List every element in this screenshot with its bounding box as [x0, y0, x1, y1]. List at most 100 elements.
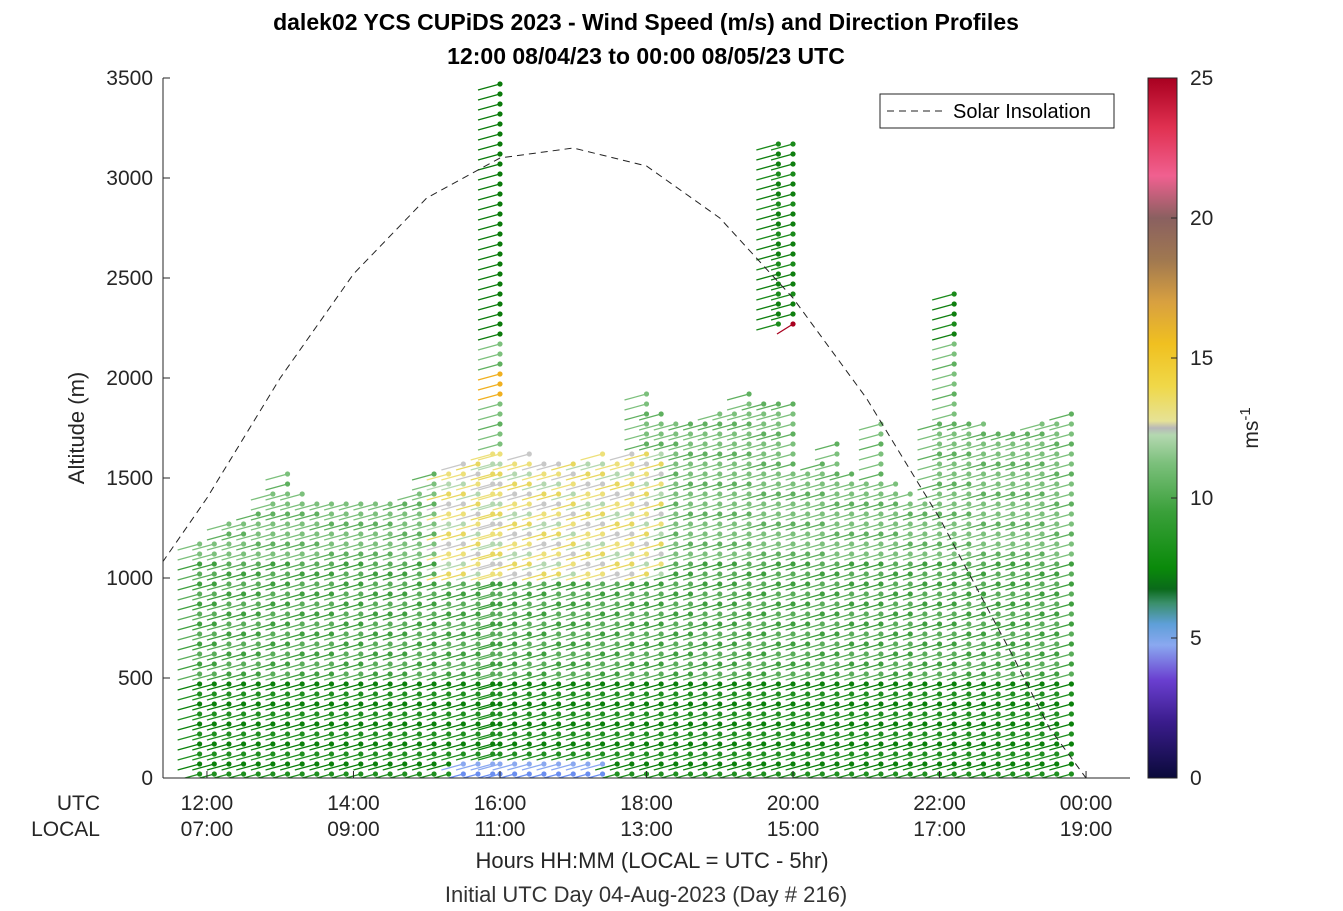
wind-barb — [1034, 723, 1057, 731]
wind-barb — [829, 693, 852, 701]
wind-barb — [477, 153, 501, 161]
wind-barb-dot — [599, 751, 606, 757]
wind-barb-dot — [475, 581, 481, 587]
wind-barb-dot — [541, 621, 547, 627]
wind-barb-dot — [761, 541, 767, 547]
wind-barb-dot — [197, 561, 203, 567]
wind-barb-dot — [585, 491, 591, 497]
wind-barb-dot — [775, 551, 781, 557]
wind-barb — [638, 763, 662, 771]
wind-barb-dot — [460, 481, 466, 487]
wind-barb — [858, 643, 882, 651]
wind-barb — [565, 463, 589, 471]
wind-barb-dot — [284, 711, 291, 717]
wind-barb-dot — [255, 651, 261, 657]
wind-barb — [961, 713, 984, 721]
wind-barb — [975, 613, 999, 621]
wind-barb-dot — [702, 751, 708, 757]
wind-barb-dot — [497, 691, 503, 697]
wind-barb — [426, 503, 449, 511]
wind-barb-dot — [570, 691, 576, 697]
wind-barb — [580, 673, 603, 681]
wind-barb — [609, 553, 633, 561]
wind-barb-dot — [314, 501, 320, 507]
wind-barb-dot — [314, 541, 320, 547]
wind-barb-dot — [599, 711, 606, 717]
wind-barb-dot — [907, 711, 913, 717]
wind-barb — [726, 403, 750, 411]
wind-barb — [888, 683, 911, 691]
wind-barb — [323, 623, 347, 631]
wind-barb-dot — [717, 501, 723, 507]
wind-barb-dot — [819, 601, 825, 607]
wind-barb-dot — [775, 751, 781, 757]
wind-barb-dot — [555, 611, 562, 617]
wind-barb-dot — [1039, 491, 1045, 497]
wind-barb-dot — [834, 601, 840, 607]
wind-barb-dot — [240, 681, 247, 687]
wind-barb-dot — [731, 481, 738, 487]
wind-barb-dot — [402, 591, 408, 597]
wind-barb — [1019, 743, 1043, 751]
wind-barb-dot — [284, 651, 291, 657]
wind-barb-dot — [849, 691, 855, 697]
wind-barb — [624, 713, 647, 721]
wind-barb — [756, 233, 779, 241]
wind-barb-dot — [226, 641, 232, 647]
wind-barb-dot — [475, 551, 481, 557]
wind-barb-dot — [1054, 491, 1060, 497]
wind-barb — [323, 513, 347, 521]
wind-barb-dot — [673, 611, 679, 617]
wind-barb — [441, 693, 464, 701]
wind-barb — [712, 483, 735, 491]
wind-barb — [756, 723, 779, 731]
wind-barb — [995, 773, 1013, 778]
wind-barb-dot — [951, 721, 957, 727]
wind-barb-dot — [1010, 681, 1016, 687]
wind-barb — [761, 773, 779, 778]
wind-barb-dot — [416, 721, 423, 727]
wind-barb — [309, 553, 332, 561]
wind-barb — [961, 553, 984, 561]
wind-barb — [492, 643, 515, 651]
wind-barb-dot — [270, 701, 276, 707]
wind-barb — [353, 753, 376, 761]
wind-barb — [712, 723, 735, 731]
wind-barb — [682, 523, 706, 531]
wind-barb-dot — [980, 691, 987, 697]
wind-barb-dot — [497, 261, 503, 267]
wind-barb — [565, 513, 589, 521]
wind-barb — [932, 373, 955, 381]
wind-barb — [741, 443, 764, 451]
wind-barb — [800, 473, 823, 481]
wind-barb — [236, 673, 259, 681]
wind-barb — [477, 513, 501, 521]
wind-barb-dot — [790, 481, 796, 487]
wind-barb-dot — [805, 541, 811, 547]
wind-barb — [497, 773, 515, 778]
wind-barb-dot — [497, 111, 503, 117]
wind-barb-dot — [460, 531, 466, 537]
wind-barb-dot — [1010, 671, 1016, 677]
wind-barb — [961, 523, 984, 531]
wind-barb-dot — [643, 511, 650, 517]
wind-barb — [844, 573, 867, 581]
wind-barb — [917, 453, 940, 461]
wind-barb — [946, 523, 970, 531]
wind-barb — [411, 623, 435, 631]
wind-barb-dot — [746, 431, 752, 437]
wind-barb — [1005, 513, 1028, 521]
wind-barb — [1005, 753, 1028, 761]
x-tick-label-utc: 16:00 — [474, 792, 527, 815]
wind-barb — [726, 643, 750, 651]
wind-barb-dot — [343, 641, 349, 647]
wind-barb-dot — [1054, 531, 1060, 537]
wind-barb-dot — [387, 671, 393, 677]
wind-barb — [536, 543, 559, 551]
wind-barb — [726, 573, 750, 581]
wind-barb — [638, 673, 662, 681]
wind-barb — [551, 703, 574, 711]
wind-barb — [416, 773, 435, 778]
wind-barb-dot — [995, 611, 1001, 617]
wind-barb — [1034, 543, 1057, 551]
